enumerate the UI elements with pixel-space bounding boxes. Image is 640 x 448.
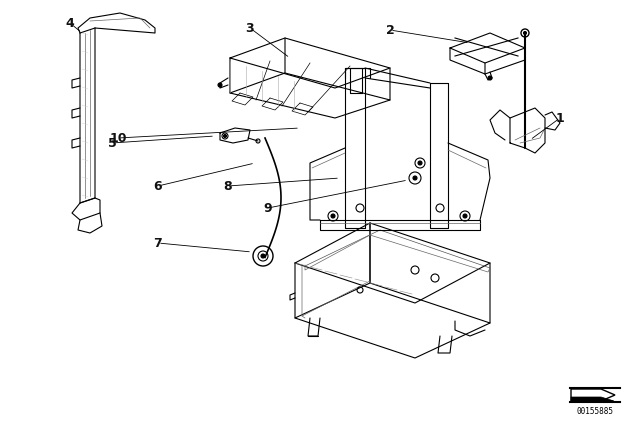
Text: 8: 8 — [224, 180, 232, 193]
Circle shape — [488, 76, 492, 80]
Text: 3: 3 — [246, 22, 254, 34]
Text: 7: 7 — [154, 237, 163, 250]
Polygon shape — [571, 397, 614, 401]
Text: 6: 6 — [154, 180, 163, 193]
Circle shape — [524, 31, 527, 34]
Text: 9: 9 — [264, 202, 272, 215]
Text: 5: 5 — [108, 137, 116, 150]
Circle shape — [331, 214, 335, 218]
Text: 1: 1 — [556, 112, 564, 125]
Circle shape — [261, 254, 265, 258]
Text: 00155885: 00155885 — [577, 406, 614, 415]
Circle shape — [218, 83, 222, 87]
Circle shape — [463, 214, 467, 218]
Text: 2: 2 — [386, 23, 394, 36]
Text: 10: 10 — [109, 132, 127, 145]
Circle shape — [418, 161, 422, 165]
Circle shape — [223, 134, 227, 138]
Circle shape — [413, 176, 417, 180]
Text: 4: 4 — [66, 17, 74, 30]
